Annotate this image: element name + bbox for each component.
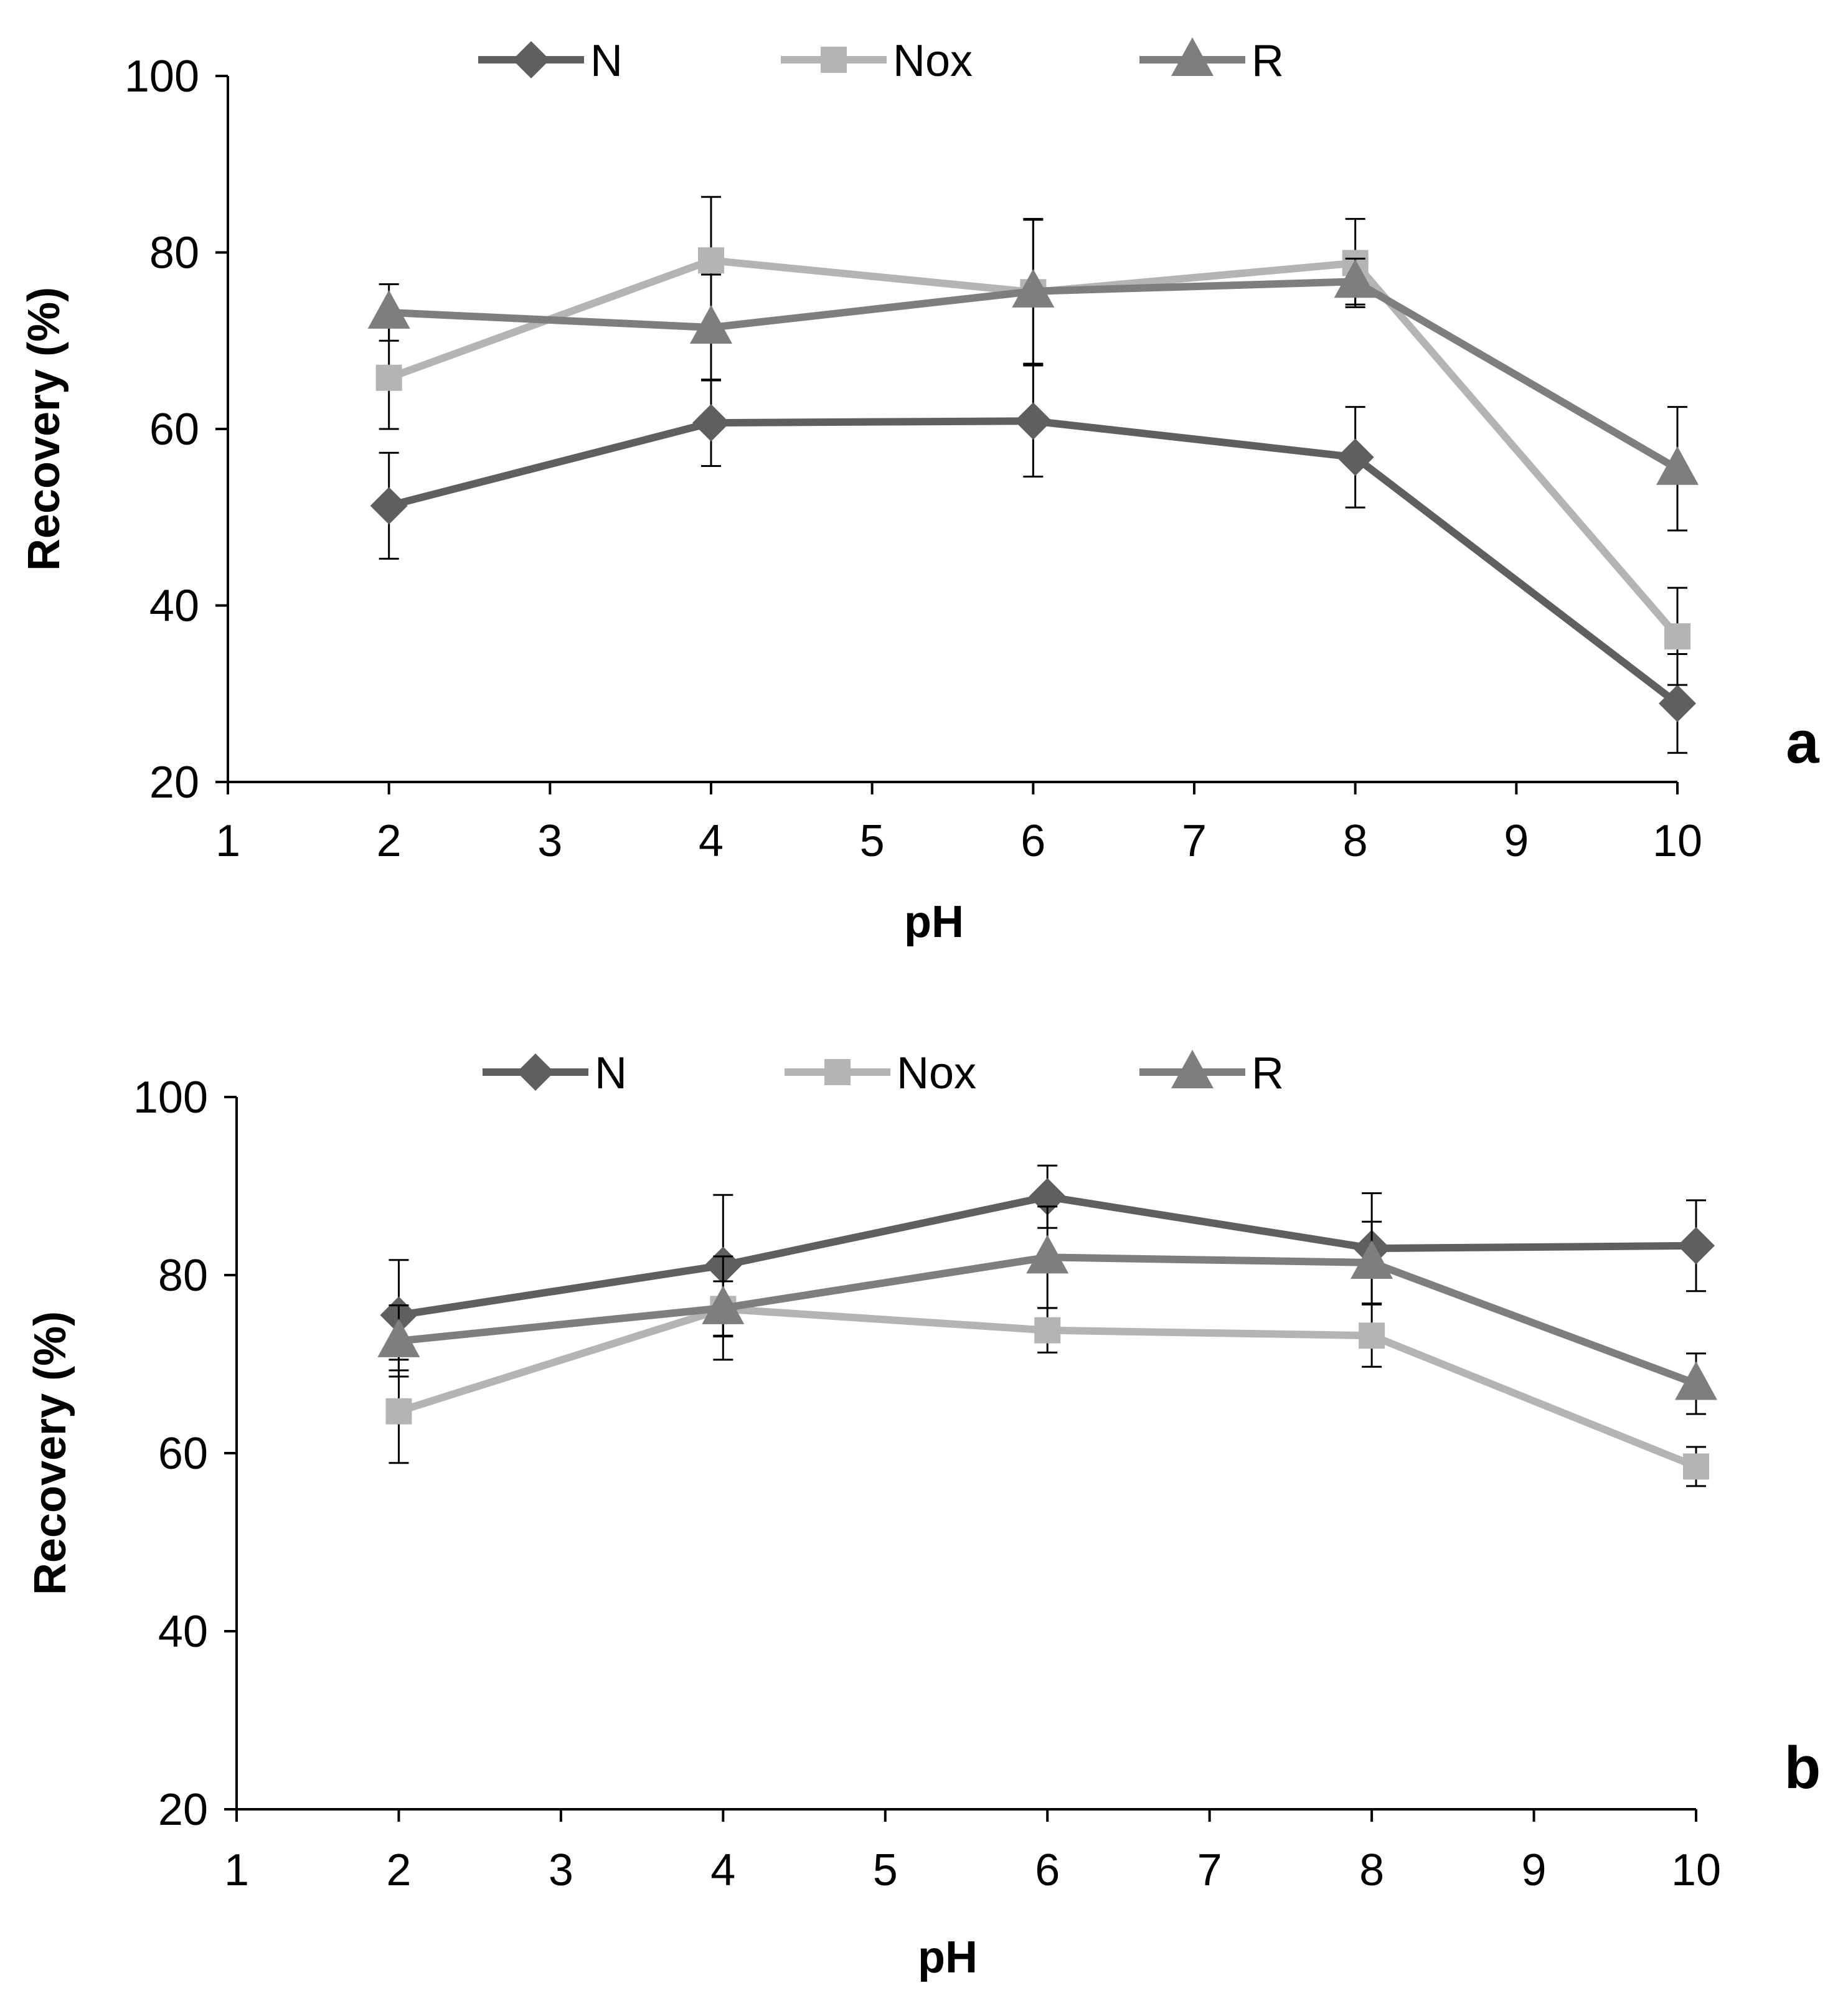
legend-marker [1171, 1050, 1214, 1088]
series-R [367, 218, 1699, 532]
data-point [1014, 402, 1052, 440]
legend-item-N: N [483, 1048, 627, 1098]
data-point [1677, 1227, 1715, 1265]
data-point [1359, 1322, 1385, 1349]
data-point [1656, 446, 1699, 485]
data-point [385, 1398, 412, 1425]
legend-marker [512, 41, 550, 78]
x-tick-label: 2 [386, 1845, 411, 1895]
y-axis-title: Recovery (%) [26, 1311, 75, 1595]
x-tick-label: 5 [873, 1845, 898, 1895]
legend-marker [517, 1053, 554, 1091]
data-point [377, 1318, 420, 1357]
legend-marker [824, 1059, 851, 1085]
series-N [370, 364, 1696, 754]
data-point [370, 487, 408, 525]
y-tick-label: 60 [149, 405, 199, 454]
legend-label: N [590, 36, 623, 86]
chart-panel-b: 20 40 60 80 100 1 2 3 4 5 6 7 8 9 10 pH Recovery (%) b N No… [26, 1048, 1821, 1982]
legend-label: Nox [893, 36, 973, 86]
series-R [377, 1205, 1717, 1415]
x-tick-label: 7 [1197, 1845, 1222, 1895]
data-point [1675, 1361, 1717, 1400]
x-tick-label: 6 [1035, 1845, 1060, 1895]
data-point [375, 364, 402, 391]
panel-label: a [1786, 709, 1819, 776]
legend-item-R: R [1139, 36, 1284, 86]
x-tick-label: 7 [1182, 816, 1207, 866]
legend-label: N [595, 1048, 627, 1098]
x-tick-label: 10 [1652, 816, 1702, 866]
x-axis-title: pH [904, 897, 964, 947]
y-tick-label: 100 [133, 1073, 208, 1123]
data-point [1336, 438, 1374, 476]
legend-item-R: R [1139, 1048, 1284, 1098]
data-point [1026, 1235, 1069, 1274]
data-point [1659, 684, 1696, 722]
data-point [1683, 1453, 1709, 1480]
legend-item-Nox: Nox [785, 1048, 976, 1098]
y-tick-label: 100 [125, 52, 199, 101]
chart-panel-a: 20 40 60 80 100 1 2 3 4 5 6 7 8 9 10 pH Recovery (%) a N No… [19, 36, 1819, 947]
x-tick-label: 9 [1504, 816, 1529, 866]
legend-item-Nox: Nox [781, 36, 973, 86]
x-tick-label: 3 [549, 1845, 573, 1895]
data-point [1351, 1240, 1393, 1279]
data-point [1012, 268, 1055, 308]
x-tick-label: 3 [537, 816, 562, 866]
legend-marker [1171, 37, 1214, 76]
x-tick-label: 9 [1522, 1845, 1547, 1895]
data-point [702, 1285, 745, 1324]
data-point [1334, 259, 1377, 298]
x-tick-label: 8 [1359, 1845, 1384, 1895]
x-tick-label: 4 [699, 816, 724, 866]
legend-label: R [1252, 36, 1284, 86]
y-tick-label: 20 [158, 1785, 208, 1835]
data-point [1034, 1317, 1061, 1344]
y-tick-label: 40 [149, 582, 199, 631]
data-point [690, 304, 732, 344]
data-point [367, 290, 410, 329]
y-tick-label: 60 [158, 1429, 208, 1479]
data-point [698, 247, 724, 274]
x-tick-label: 5 [860, 816, 885, 866]
y-tick-label: 40 [158, 1607, 208, 1657]
x-tick-label: 6 [1021, 816, 1045, 866]
data-point [1664, 623, 1690, 650]
legend-label: R [1252, 1048, 1284, 1098]
panel-label: b [1784, 1735, 1821, 1801]
y-tick-label: 80 [158, 1251, 208, 1301]
x-tick-label: 4 [710, 1845, 735, 1895]
legend-label: Nox [897, 1048, 976, 1098]
data-point [692, 404, 730, 442]
x-tick-label: 1 [224, 1845, 249, 1895]
x-tick-label: 1 [215, 816, 240, 866]
legend-item-N: N [478, 36, 623, 86]
y-tick-label: 80 [149, 228, 199, 278]
x-axis-title: pH [918, 1933, 978, 1982]
x-tick-label: 8 [1343, 816, 1368, 866]
x-tick-label: 2 [377, 816, 402, 866]
y-tick-label: 20 [149, 758, 199, 808]
legend-marker [821, 47, 847, 73]
y-axis-title: Recovery (%) [19, 287, 69, 571]
x-tick-label: 10 [1671, 1845, 1721, 1895]
